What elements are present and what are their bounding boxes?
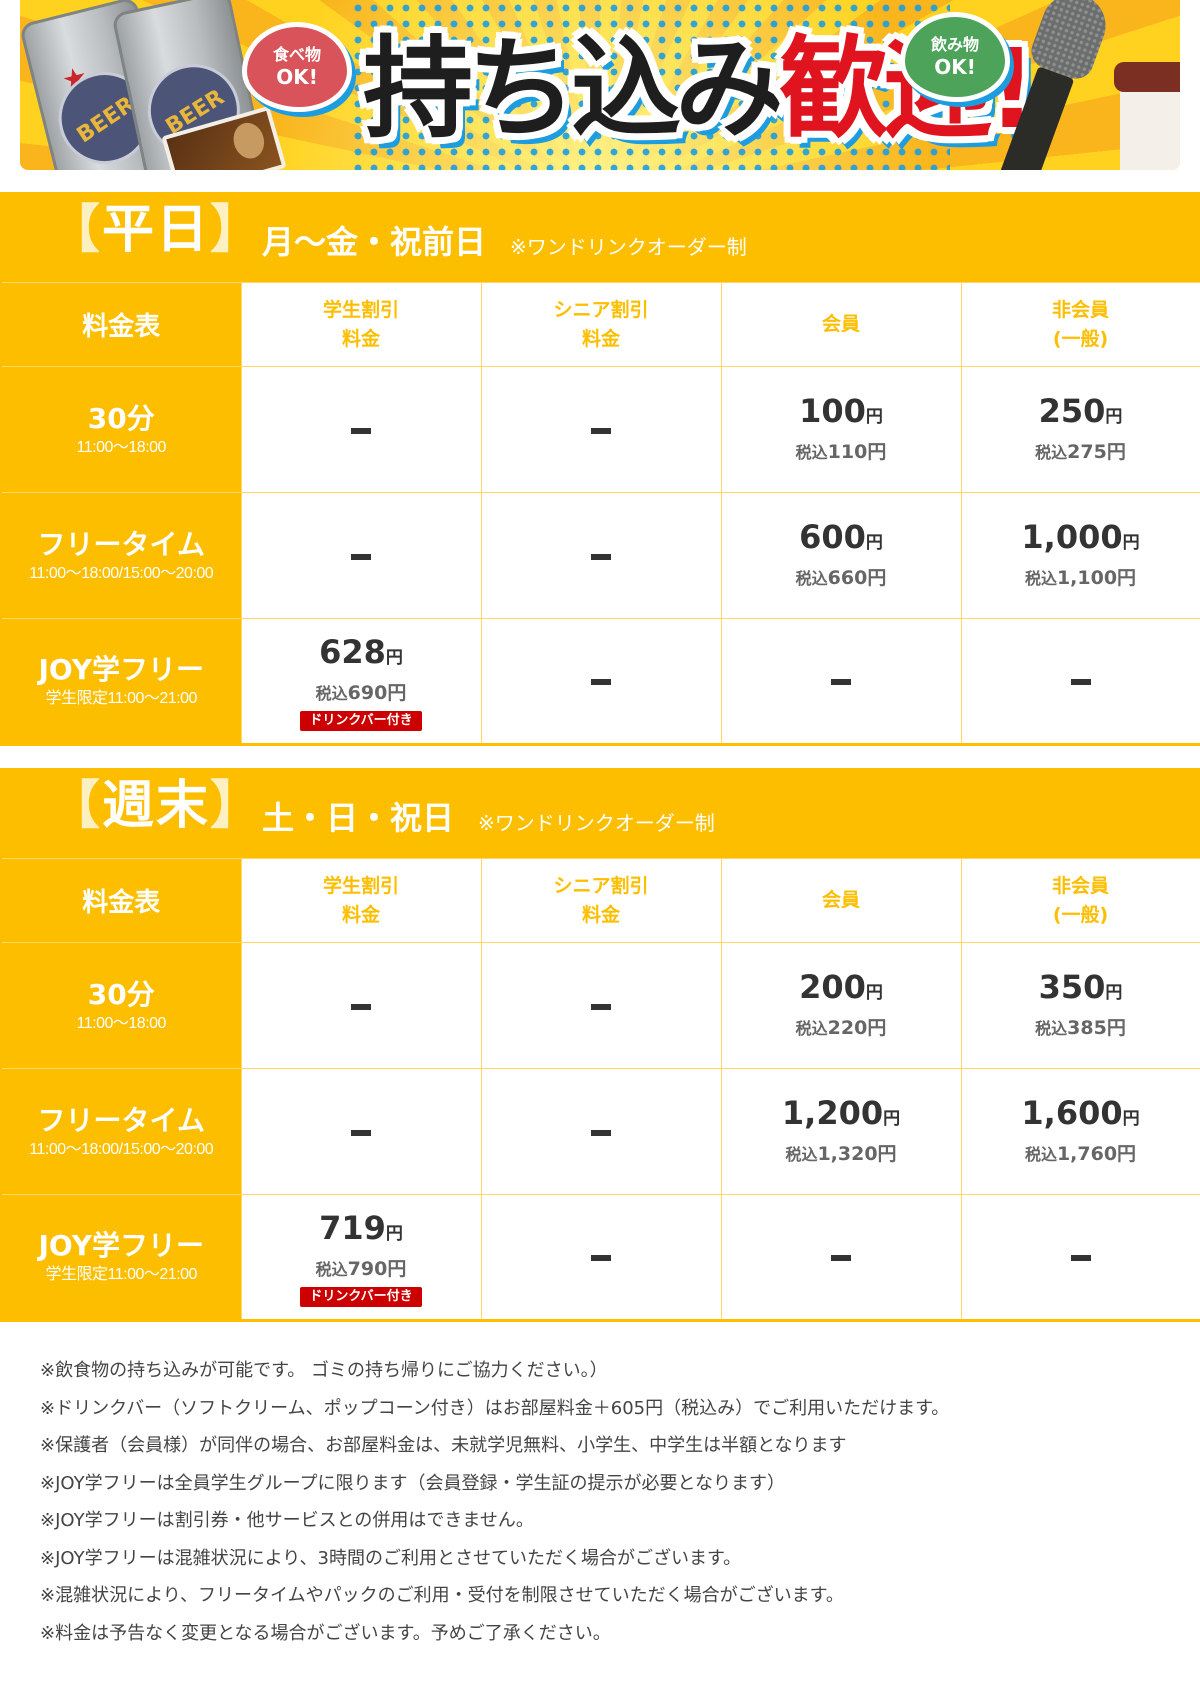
section-header: 【平日】 月〜金・祝前日 ※ワンドリンクオーダー制 <box>0 192 1200 282</box>
section-note: ※ワンドリンクオーダー制 <box>510 235 747 259</box>
section-title: 【週末】 <box>48 776 265 836</box>
not-available-dash <box>591 1003 611 1010</box>
price-cell <box>240 366 482 493</box>
price-cell: 719円 税込790円 ドリンクバー付き <box>240 1194 482 1321</box>
price-table: 料金表 学生割引 料金 シニア割引 料金 会員 非会員 (一般) 30分 11:00〜1… <box>0 282 1200 746</box>
price-cell: 250円 税込275円 <box>960 366 1200 493</box>
table-row: フリータイム 11:00〜18:00/15:00〜20:00 600円 税込660… <box>0 492 1200 619</box>
price-cell <box>240 1068 482 1195</box>
not-available-dash <box>831 1255 851 1261</box>
note-item: ※保護者（会員様）が同伴の場合、お部屋料金は、未就学児無料、小学生、中学生は半額… <box>40 1435 847 1456</box>
column-header-non-member: 非会員 (一般) <box>960 282 1200 367</box>
price-table: 料金表 学生割引 料金 シニア割引 料金 会員 非会員 (一般) 30分 11:00〜1… <box>0 858 1200 1322</box>
price-cell <box>480 618 722 745</box>
column-header-member: 会員 <box>720 858 962 943</box>
notes-list: ※飲食物の持ち込みが可能です。 ゴミの持ち帰りにご協力ください。） ※ドリンクバ… <box>40 1352 1180 1652</box>
column-header-senior: シニア割引 料金 <box>480 282 722 367</box>
not-available-dash <box>351 427 371 434</box>
column-header-student: 学生割引 料金 <box>240 858 482 943</box>
not-available-dash <box>591 1129 611 1136</box>
not-available-dash <box>591 1255 611 1261</box>
price-cell <box>240 942 482 1069</box>
drink-bar-badge: ドリンクバー付き <box>300 1286 422 1307</box>
not-available-dash <box>1070 679 1091 685</box>
not-available-dash <box>591 553 611 560</box>
price-cell: 350円 税込385円 <box>960 942 1200 1069</box>
note-item: ※飲食物の持ち込みが可能です。 ゴミの持ち帰りにご協力ください。） <box>40 1360 608 1381</box>
not-available-dash <box>351 1003 371 1010</box>
note-item: ※JOY学フリーは全員学生グループに限ります（会員登録・学生証の提示が必要となり… <box>40 1472 785 1494</box>
corner-label: 料金表 <box>0 858 242 943</box>
not-available-dash <box>831 679 851 685</box>
not-available-dash <box>351 553 371 560</box>
halftone-dots <box>350 0 950 170</box>
promo-banner: ★ BEER BEER 食べ物 OK! 持ち込み歓迎! 飲み物 OK! <box>20 0 1180 170</box>
price-cell: 628円 税込690円 ドリンクバー付き <box>240 618 482 745</box>
not-available-dash <box>1070 1255 1091 1261</box>
table-row: フリータイム 11:00〜18:00/15:00〜20:00 1,200円 税込1… <box>0 1068 1200 1195</box>
price-cell: 200円 税込220円 <box>720 942 962 1069</box>
table-header-row: 料金表 学生割引 料金 シニア割引 料金 会員 非会員 (一般) <box>0 858 1200 943</box>
cookie-icon <box>229 119 269 163</box>
column-header-senior: シニア割引 料金 <box>480 858 722 943</box>
table-row: 30分 11:00〜18:00 100円 税込110円 250円 税込275円 <box>0 366 1200 493</box>
not-available-dash <box>351 1129 371 1136</box>
row-header-joy-student-free: JOY学フリー 学生限定11:00〜21:00 <box>0 618 242 745</box>
price-cell <box>720 1194 962 1321</box>
weekend-price-section: 【週末】 土・日・祝日 ※ワンドリンクオーダー制 料金表 学生割引 料金 シニア割… <box>0 768 1200 1322</box>
price-cell: 1,000円 税込1,100円 <box>960 492 1200 619</box>
food-ok-bubble: 食べ物 OK! <box>242 22 352 112</box>
weekday-price-section: 【平日】 月〜金・祝前日 ※ワンドリンクオーダー制 料金表 学生割引 料金 シニア… <box>0 192 1200 746</box>
price-cell <box>960 1194 1200 1321</box>
price-cell <box>480 1068 722 1195</box>
table-row: 30分 11:00〜18:00 200円 税込220円 350円 税込385円 <box>0 942 1200 1069</box>
note-item: ※料金は予告なく変更となる場合がございます。予めご了承ください。 <box>40 1622 611 1644</box>
price-cell <box>240 492 482 619</box>
price-cell <box>720 618 962 745</box>
bubble-text: 飲み物 <box>930 35 979 54</box>
section-header: 【週末】 土・日・祝日 ※ワンドリンクオーダー制 <box>0 768 1200 858</box>
corner-label: 料金表 <box>0 282 242 367</box>
note-item: ※JOY学フリーは混雑状況により、3時間のご利用とさせていただく場合がございます… <box>40 1547 742 1569</box>
section-days: 月〜金・祝前日 <box>262 223 487 261</box>
column-header-non-member: 非会員 (一般) <box>960 858 1200 943</box>
bubble-text: OK! <box>276 65 318 89</box>
price-cell <box>480 942 722 1069</box>
bubble-text: 食べ物 <box>272 45 321 64</box>
table-row: JOY学フリー 学生限定11:00〜21:00 628円 税込690円 ドリンクバ… <box>0 618 1200 745</box>
drink-ok-bubble: 飲み物 OK! <box>900 12 1010 102</box>
bubble-text: OK! <box>934 55 976 79</box>
section-note: ※ワンドリンクオーダー制 <box>478 811 715 835</box>
price-cell: 1,600円 税込1,760円 <box>960 1068 1200 1195</box>
price-cell: 600円 税込660円 <box>720 492 962 619</box>
price-cell <box>960 618 1200 745</box>
note-item: ※ドリンクバー（ソフトクリーム、ポップコーン付き）はお部屋料金＋605円（税込み… <box>40 1397 950 1419</box>
row-header-30min: 30分 11:00〜18:00 <box>0 942 242 1069</box>
table-row: JOY学フリー 学生限定11:00〜21:00 719円 税込790円 ドリンクバ… <box>0 1194 1200 1321</box>
drink-bar-badge: ドリンクバー付き <box>300 710 422 731</box>
column-header-student: 学生割引 料金 <box>240 282 482 367</box>
row-header-free-time: フリータイム 11:00〜18:00/15:00〜20:00 <box>0 1068 242 1195</box>
price-cell <box>480 366 722 493</box>
table-header-row: 料金表 学生割引 料金 シニア割引 料金 会員 非会員 (一般) <box>0 282 1200 367</box>
not-available-dash <box>591 427 611 434</box>
price-cell <box>480 1194 722 1321</box>
note-item: ※JOY学フリーは割引券・他サービスとの併用はできません。 <box>40 1510 534 1531</box>
section-title: 【平日】 <box>48 200 265 260</box>
drink-cup-icon <box>1114 62 1180 170</box>
price-cell: 100円 税込110円 <box>720 366 962 493</box>
price-cell <box>480 492 722 619</box>
section-days: 土・日・祝日 <box>262 799 455 837</box>
price-cell: 1,200円 税込1,320円 <box>720 1068 962 1195</box>
row-header-free-time: フリータイム 11:00〜18:00/15:00〜20:00 <box>0 492 242 619</box>
not-available-dash <box>591 679 611 685</box>
row-header-30min: 30分 11:00〜18:00 <box>0 366 242 493</box>
column-header-member: 会員 <box>720 282 962 367</box>
row-header-joy-student-free: JOY学フリー 学生限定11:00〜21:00 <box>0 1194 242 1321</box>
note-item: ※混雑状況により、フリータイムやパックのご利用・受付を制限させていただく場合がご… <box>40 1585 844 1606</box>
headline-black-text: 持ち込み <box>363 25 785 153</box>
